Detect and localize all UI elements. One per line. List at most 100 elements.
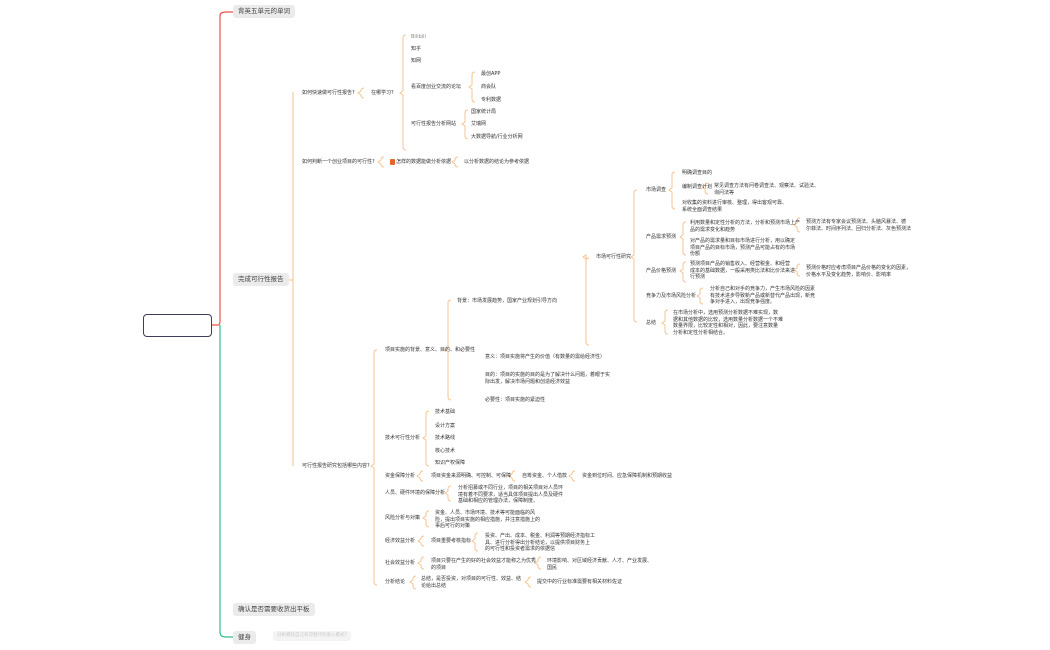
red-branch-line (212, 11, 233, 326)
node-competition-a[interactable]: 分析自己和对手的竞争力，产生市场风险的因素 有技术进步导致新产品或新替代产品出现… (710, 286, 816, 305)
branch-tablet[interactable]: 确认是否需要收货出平板 (233, 603, 315, 616)
brace-connector (444, 299, 452, 401)
node-economic[interactable]: 经济效益分析 (385, 538, 416, 544)
brace-connector (793, 217, 801, 233)
node-purpose[interactable]: 目的：项目的实施的目的是为了解决什么问题，着眼于实际出发，解决市场问题和创造经济… (485, 372, 611, 385)
brace-connector (399, 34, 407, 151)
node-funds[interactable]: 资金保障分析 (385, 473, 416, 479)
node-tech-2[interactable]: 设计方案 (435, 423, 456, 429)
node-forum-2[interactable]: 商会队 (481, 84, 497, 90)
node-demand[interactable]: 产品需求预测 (646, 234, 677, 240)
node-analysis-sites[interactable]: 可行性报告分析网站 (411, 121, 457, 127)
branch-report[interactable]: 完成可行性报告 (233, 273, 289, 286)
brace-connector (793, 263, 801, 277)
flag-icon (390, 159, 395, 165)
branch-fitness[interactable]: 健身 (233, 631, 256, 644)
node-site-2[interactable]: 艾瑞网 (471, 121, 487, 127)
brace-connector (508, 470, 516, 482)
brace-connector (524, 576, 532, 588)
node-survey-methods[interactable]: 常见调查方法有问卷调查法、观察法、试验法、 询问法等 (714, 183, 820, 196)
node-risk-a[interactable]: 资金、人员、市场环境、技术等可能面临的风 险，提出项目实施的相应措施，并注意措施… (435, 510, 541, 529)
node-site-1[interactable]: 国家统计局 (471, 109, 497, 115)
node-tech-4[interactable]: 核心技术 (435, 448, 456, 454)
node-forum-1[interactable]: 最创APP (481, 71, 501, 77)
node-demand-methods[interactable]: 预测方法有专家会议预测法、头脑风暴法、德 尔菲法、时间序列法、回归分析法、灰色预… (806, 219, 912, 232)
brace-connector (661, 309, 669, 335)
node-forums[interactable]: 看百度创业交流的论坛 (411, 84, 462, 90)
brace-connector (568, 470, 576, 482)
node-survey-goal[interactable]: 明确调查目的 (682, 170, 713, 176)
root-node[interactable] (143, 314, 212, 337)
node-social-a[interactable]: 项目只要在产生的好的社会效益才能称之为优秀 的项目 (431, 558, 537, 571)
node-where-learn[interactable]: 在哪学习? (371, 90, 394, 96)
node-forum-3[interactable]: 专利数据 (481, 97, 502, 103)
node-economic-b[interactable]: 投资、产出、成本、税金、利润等预期经济指标工 具、进行分析得出分析结论，以提供项… (485, 533, 596, 552)
brace-connector (679, 261, 687, 283)
brace-connector (422, 510, 430, 528)
node-judge-question[interactable]: 如何判断一个创业项目的可行性? (302, 159, 375, 165)
branch-words[interactable]: 背英五单元的单词 (233, 5, 295, 18)
node-demand-b[interactable]: 对产品的需求量和目标市场进行分析，用以确定 项目产品的目标市场，预测产品可能占有… (690, 238, 796, 257)
brace-connector (417, 535, 425, 547)
node-content-question[interactable]: 可行性报告研究包括哪些内容? (302, 463, 370, 469)
brace-connector (468, 71, 476, 103)
brace-connector (696, 287, 704, 305)
node-cnki[interactable]: 知网 (411, 58, 422, 64)
node-background[interactable]: 项目实施的背景、意义、目的、和必要性 (385, 347, 476, 353)
node-necessity[interactable]: 必要性：项目实施的紧迫性 (485, 397, 546, 403)
node-bg[interactable]: 背景：市场发展趋势，国家产业规划引导方向 (457, 298, 558, 304)
brace-connector (668, 171, 676, 210)
node-tech[interactable]: 技术可行性分析 (385, 435, 421, 441)
node-tech-3[interactable]: 技术路线 (435, 435, 456, 441)
node-market[interactable]: 市场可行性研究 (596, 254, 632, 260)
node-survey[interactable]: 市场调查 (646, 187, 667, 193)
node-competition[interactable]: 竞争力及市场风险分析 (646, 293, 697, 299)
node-funds-c[interactable]: 资金到位时间、应急保障机制和预期收益 (582, 473, 673, 479)
brace-connector (471, 532, 479, 552)
node-risk[interactable]: 风险分析与对策 (385, 515, 421, 521)
brace-connector (357, 87, 365, 99)
node-survey-plan[interactable]: 编制调查计划 (682, 184, 713, 190)
brace-connector (416, 470, 424, 482)
brace-connector (377, 156, 385, 168)
node-tech-5[interactable]: 知识产权保障 (435, 460, 466, 466)
node-survey-result[interactable]: 对收集的资料进行审核、整理，得出客观可靠、 系统全面调查结果 (682, 200, 788, 213)
brace-connector (534, 556, 542, 570)
node-quick-question[interactable]: 如何快速做可行性报告? (302, 90, 355, 96)
brace-connector (451, 156, 459, 168)
brace-connector (417, 556, 425, 570)
brace-connector (582, 254, 590, 346)
node-zhihu[interactable]: 知乎 (411, 46, 422, 52)
node-data-basis[interactable]: 怎样的数据能做分析依据 (396, 159, 452, 165)
node-bilibili[interactable]: Bilibili (411, 34, 426, 40)
node-conclusion-basis[interactable]: 以分析数据的结论为参考依据 (464, 159, 530, 165)
node-price-a[interactable]: 预测项目产品的销售收入、经营税金、和经营 成本的基础数据，一般采用类比法和比价法… (690, 261, 796, 280)
node-site-3[interactable]: 大数据导航/行业分析网 (471, 134, 523, 140)
node-demand-a[interactable]: 利用数量和定性分析的方法，分析和预测市场上产 品的需求变化和趋势 (690, 220, 801, 233)
node-conclusion[interactable]: 分析结论 (385, 579, 406, 585)
node-conclusion-a[interactable]: 总结，是否投资，对项目的可行性、效益、结 论给出总结 (421, 576, 522, 589)
node-summary[interactable]: 总结 (646, 320, 657, 326)
brace-connector (461, 109, 469, 140)
node-price-b[interactable]: 预测价格时应考虑项目产品价格的变化的因素， 价格水平及变化趋势，影响价、影响率 (806, 265, 912, 278)
brace-connector (444, 485, 452, 502)
node-staff-a[interactable]: 分析招募或不同行业，项目的相关项目对人员环 境有着不同要求，适当具体项目提出人员… (458, 485, 564, 504)
node-staff[interactable]: 人员、硬件环境的保障分析 (385, 490, 446, 496)
node-funds-a[interactable]: 项目资金来源明确、可控制、可保障 (431, 473, 512, 479)
brace-connector (422, 410, 430, 467)
node-conclusion-b[interactable]: 提交中的行业标准需要有相关材料佐证 (537, 579, 623, 585)
node-social[interactable]: 社会效益分析 (385, 560, 416, 566)
node-tech-1[interactable]: 技术基础 (435, 409, 456, 415)
node-price[interactable]: 产品价格预测 (646, 268, 677, 274)
node-summary-a[interactable]: 在市场分析中，选用预测分析数据不难实现，数 据和其他数据的比较，选用数量分析数据… (673, 310, 784, 336)
node-funds-b[interactable]: 自筹资金、个人借款 (522, 473, 568, 479)
node-meaning[interactable]: 意义：项目实施将产生的价值（有数量的需给经济性） (485, 354, 606, 360)
brace-connector (701, 182, 709, 195)
ghost-node-income[interactable]: 分析哪些自己有可替代的收入模式? (273, 631, 351, 641)
node-social-b[interactable]: 环境影响、对区域经济贡献、人才、产业发展、 国民 (547, 558, 653, 571)
brace-connector (630, 189, 638, 323)
brace-connector (370, 349, 378, 586)
brace-connector (679, 221, 687, 256)
node-economic-a[interactable]: 项目重要考核指标 (431, 538, 472, 544)
